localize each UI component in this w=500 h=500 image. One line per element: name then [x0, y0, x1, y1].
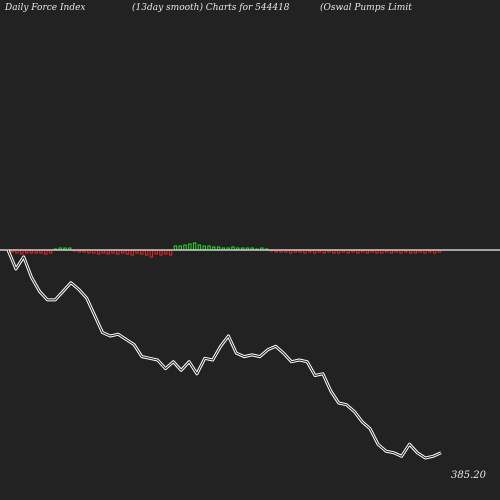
price-line: [7, 249, 442, 459]
chart-title-right: (Oswal Pumps Limit: [320, 2, 412, 13]
chart-title-center: (13day smooth) Charts for 544418: [132, 2, 290, 13]
last-price-label: 385.20: [451, 470, 487, 481]
chart-title-left: Daily Force Index: [4, 3, 86, 13]
